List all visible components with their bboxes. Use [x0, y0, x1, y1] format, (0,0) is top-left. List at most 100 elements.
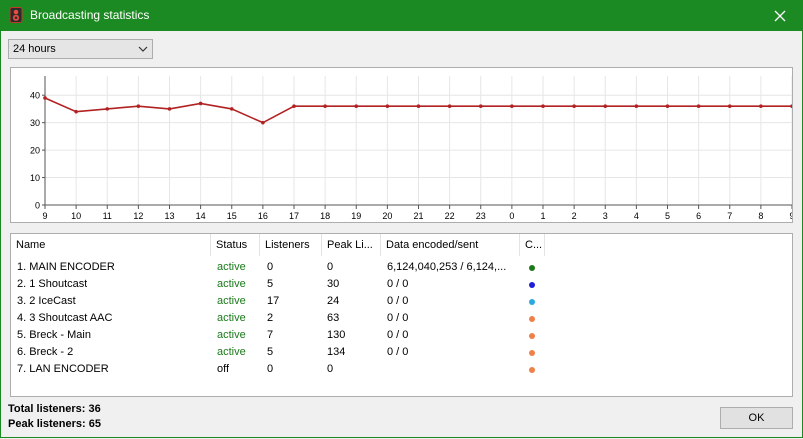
- series-point: [478, 104, 483, 108]
- series-point: [759, 104, 763, 108]
- window-title: Broadcasting statistics: [30, 8, 150, 22]
- x-tick-label: 1: [540, 211, 545, 221]
- series-point: [261, 120, 265, 125]
- series-point: [541, 104, 545, 108]
- color-indicator: [529, 299, 535, 305]
- close-icon: [774, 10, 786, 21]
- color-indicator: [529, 282, 535, 288]
- color-indicator: [529, 316, 535, 322]
- cell-status: active: [217, 346, 246, 358]
- x-tick-label: 12: [133, 211, 143, 221]
- x-tick-label: 0: [509, 211, 514, 221]
- x-tick-label: 22: [445, 211, 455, 221]
- cell-name: 2. 1 Shoutcast: [17, 278, 88, 290]
- chevron-down-icon: [138, 46, 148, 52]
- close-button[interactable]: [757, 0, 803, 31]
- x-tick-label: 13: [164, 211, 174, 221]
- series-point: [447, 104, 452, 108]
- cell-listeners: 0: [267, 363, 274, 375]
- cell-name: 5. Breck - Main: [17, 329, 91, 341]
- total-listeners: Total listeners: 36: [8, 403, 101, 415]
- series-point: [136, 104, 141, 108]
- x-tick-label: 21: [413, 211, 423, 221]
- y-tick-label: 0: [35, 201, 40, 211]
- x-tick-label: 14: [196, 211, 206, 221]
- table-row[interactable]: 3. 2 IceCast active 17 24 0 / 0: [11, 293, 792, 310]
- table-row[interactable]: 5. Breck - Main active 7 130 0 / 0: [11, 327, 792, 344]
- x-tick-label: 19: [351, 211, 361, 221]
- x-tick-label: 2: [572, 211, 577, 221]
- cell-name: 3. 2 IceCast: [17, 295, 76, 307]
- cell-listeners: 5: [267, 346, 274, 358]
- cell-peak: 0: [327, 363, 334, 375]
- cell-status: active: [217, 295, 246, 307]
- x-tick-label: 8: [758, 211, 763, 221]
- series-point: [167, 107, 172, 111]
- cell-listeners: 2: [267, 312, 274, 324]
- series-point: [727, 104, 732, 108]
- x-tick-label: 7: [727, 211, 732, 221]
- x-tick-label: 9: [42, 211, 47, 221]
- column-header[interactable]: C...: [520, 234, 545, 256]
- table-row[interactable]: 2. 1 Shoutcast active 5 30 0 / 0: [11, 276, 792, 293]
- series-point: [354, 104, 359, 108]
- period-selected-value: 24 hours: [13, 43, 56, 55]
- series-point: [198, 101, 203, 106]
- series-point: [634, 104, 639, 108]
- cell-status: off: [217, 363, 230, 375]
- cell-listeners: 7: [267, 329, 274, 341]
- cell-listeners: 17: [267, 295, 280, 307]
- x-tick-label: 3: [603, 211, 608, 221]
- series-point: [665, 104, 670, 108]
- cell-name: 6. Breck - 2: [17, 346, 74, 358]
- x-tick-label: 4: [634, 211, 639, 221]
- cell-data: [387, 361, 515, 378]
- cell-peak: 130: [327, 329, 346, 341]
- column-header[interactable]: Name: [11, 234, 211, 256]
- series-point: [323, 104, 327, 108]
- cell-name: 7. LAN ENCODER: [17, 363, 109, 375]
- x-tick-label: 17: [289, 211, 299, 221]
- table-row[interactable]: 7. LAN ENCODER off 0 0: [11, 361, 792, 378]
- column-header[interactable]: Listeners: [260, 234, 322, 256]
- x-tick-label: 18: [320, 211, 330, 221]
- table-row[interactable]: 4. 3 Shoutcast AAC active 2 63 0 / 0: [11, 310, 792, 327]
- color-indicator: [529, 350, 535, 356]
- peak-listeners: Peak listeners: 65: [8, 418, 101, 430]
- column-header[interactable]: Status: [211, 234, 260, 256]
- x-tick-label: 9: [789, 211, 792, 221]
- column-header[interactable]: Peak Li...: [322, 234, 381, 256]
- cell-status: active: [217, 261, 246, 273]
- cell-peak: 134: [327, 346, 346, 358]
- cell-status: active: [217, 312, 246, 324]
- series-point: [229, 107, 234, 111]
- ok-button[interactable]: OK: [720, 407, 793, 429]
- x-tick-label: 16: [258, 211, 268, 221]
- y-tick-label: 10: [30, 173, 40, 183]
- series-point: [292, 104, 296, 108]
- cell-data: 0 / 0: [387, 329, 409, 341]
- series-point: [416, 104, 421, 108]
- table-row[interactable]: 6. Breck - 2 active 5 134 0 / 0: [11, 344, 792, 361]
- column-header[interactable]: Data encoded/sent: [381, 234, 520, 256]
- x-tick-label: 20: [382, 211, 392, 221]
- table-row[interactable]: 1. MAIN ENCODER active 0 0 6,124,040,253 / 6…: [11, 259, 792, 276]
- series-point: [43, 96, 47, 100]
- cell-data: 0 / 0: [387, 295, 409, 307]
- cell-data: 6,124,040,253 / 6,124,...: [387, 261, 507, 273]
- x-tick-label: 11: [103, 211, 112, 221]
- series-point: [603, 104, 608, 108]
- cell-peak: 63: [327, 312, 340, 324]
- cell-listeners: 0: [267, 261, 274, 273]
- x-tick-label: 15: [227, 211, 237, 221]
- cell-data: 0 / 0: [387, 312, 409, 324]
- series-point: [572, 104, 576, 108]
- listeners-chart: 0 10 20 30 40 9 10 11 12 13 14 15 16 17 18 19 20 21 22 23 0 1…: [10, 67, 793, 223]
- color-indicator: [529, 367, 535, 373]
- y-tick-label: 20: [30, 146, 40, 156]
- cell-peak: 0: [327, 261, 334, 273]
- series-point: [385, 104, 390, 108]
- x-tick-label: 6: [696, 211, 701, 221]
- period-dropdown[interactable]: 24 hours: [8, 39, 153, 59]
